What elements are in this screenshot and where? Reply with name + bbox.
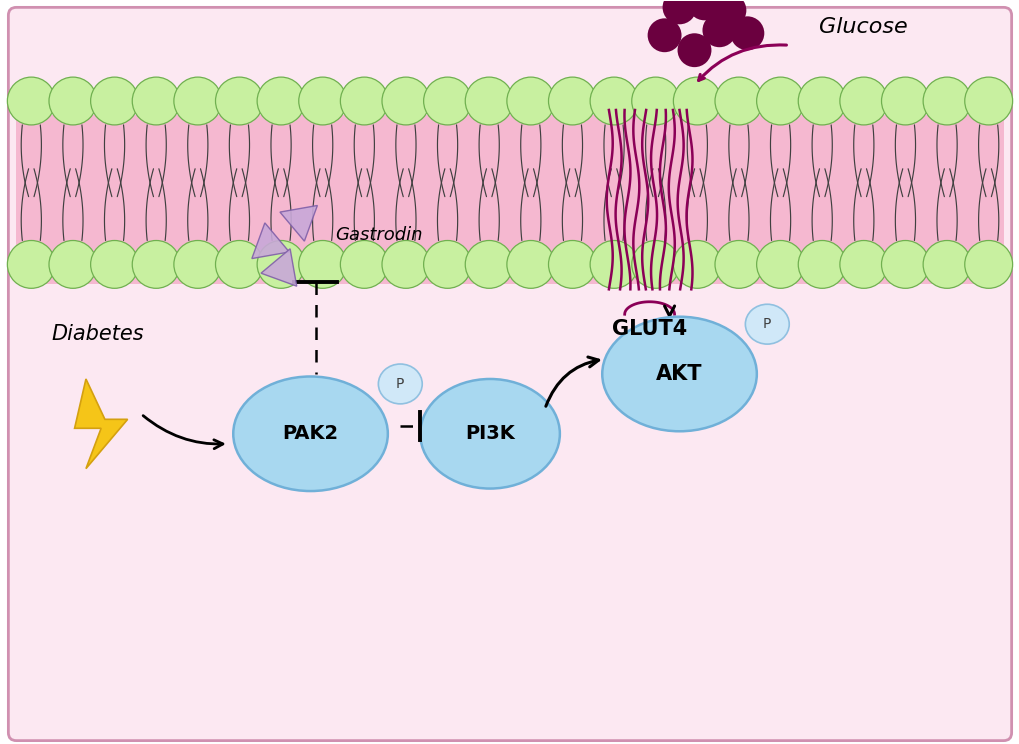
Circle shape — [711, 0, 746, 28]
Circle shape — [922, 240, 970, 289]
Circle shape — [880, 240, 928, 289]
Circle shape — [465, 240, 513, 289]
Circle shape — [631, 77, 679, 125]
Polygon shape — [252, 223, 289, 259]
FancyBboxPatch shape — [8, 7, 1011, 740]
Ellipse shape — [233, 376, 387, 491]
Circle shape — [590, 77, 637, 125]
Ellipse shape — [420, 379, 559, 489]
Polygon shape — [261, 248, 297, 286]
Circle shape — [798, 240, 846, 289]
Circle shape — [756, 77, 804, 125]
Bar — [16, 115, 1003, 284]
Circle shape — [964, 77, 1012, 125]
Ellipse shape — [601, 317, 756, 432]
Circle shape — [173, 240, 221, 289]
Circle shape — [880, 77, 928, 125]
Circle shape — [506, 77, 554, 125]
Text: Diabetes: Diabetes — [51, 324, 144, 344]
Circle shape — [299, 240, 346, 289]
Text: PAK2: PAK2 — [282, 424, 338, 443]
Polygon shape — [74, 379, 127, 469]
Circle shape — [382, 240, 429, 289]
Circle shape — [382, 77, 429, 125]
Circle shape — [423, 77, 471, 125]
Circle shape — [662, 0, 696, 25]
Circle shape — [673, 77, 720, 125]
Circle shape — [257, 240, 305, 289]
Circle shape — [215, 240, 263, 289]
Text: AKT: AKT — [655, 364, 702, 384]
Circle shape — [132, 240, 180, 289]
Circle shape — [465, 77, 513, 125]
Text: P: P — [762, 317, 770, 331]
Circle shape — [647, 19, 681, 52]
Circle shape — [340, 77, 388, 125]
Text: PI3K: PI3K — [465, 424, 515, 443]
Circle shape — [132, 77, 180, 125]
Circle shape — [964, 240, 1012, 289]
Circle shape — [798, 77, 846, 125]
Circle shape — [548, 77, 596, 125]
Circle shape — [922, 77, 970, 125]
Circle shape — [423, 240, 471, 289]
Circle shape — [91, 240, 139, 289]
Circle shape — [756, 240, 804, 289]
Circle shape — [714, 240, 762, 289]
Circle shape — [590, 240, 637, 289]
Circle shape — [49, 240, 97, 289]
Circle shape — [702, 13, 736, 47]
Circle shape — [677, 33, 710, 67]
Circle shape — [687, 0, 720, 20]
Circle shape — [173, 77, 221, 125]
Circle shape — [299, 77, 346, 125]
Text: Gastrodin: Gastrodin — [335, 225, 423, 243]
Circle shape — [49, 77, 97, 125]
Ellipse shape — [745, 304, 789, 344]
Circle shape — [7, 77, 55, 125]
Circle shape — [257, 77, 305, 125]
Text: GLUT4: GLUT4 — [611, 319, 687, 339]
Ellipse shape — [378, 364, 422, 404]
Circle shape — [215, 77, 263, 125]
Circle shape — [340, 240, 388, 289]
Circle shape — [730, 16, 763, 50]
Circle shape — [673, 240, 720, 289]
Circle shape — [7, 240, 55, 289]
Circle shape — [91, 77, 139, 125]
Polygon shape — [279, 205, 317, 241]
Circle shape — [839, 77, 887, 125]
Circle shape — [839, 240, 887, 289]
Circle shape — [506, 240, 554, 289]
Text: Glucose: Glucose — [818, 17, 907, 37]
Circle shape — [714, 77, 762, 125]
Circle shape — [548, 240, 596, 289]
Circle shape — [631, 240, 679, 289]
Text: P: P — [395, 377, 405, 391]
